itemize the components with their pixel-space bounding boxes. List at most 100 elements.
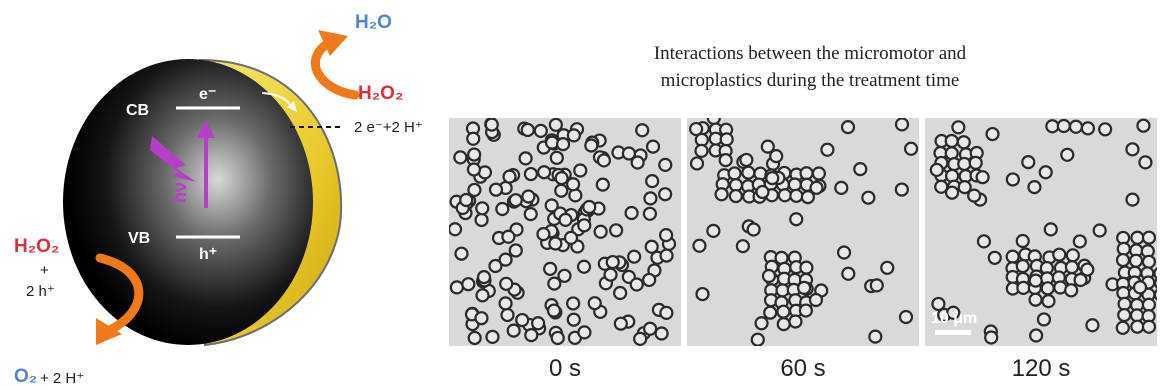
microplastic-bead [750,332,765,346]
microplastic-bead [563,230,579,245]
microplastic-bead [461,277,476,292]
microplastic-bead [692,238,707,253]
microplastic-bead [834,180,849,196]
microplastic-bead [554,183,569,198]
microplastic-bead [755,184,770,200]
light-bolt-icon [150,136,196,182]
microplastic-bead [1068,119,1084,134]
microplastic-bead [633,331,648,346]
microplastic-bead [474,311,489,326]
microplastic-bead [1092,223,1107,238]
microplastic-bead [1036,312,1052,327]
microplastic-bead [1125,142,1140,157]
microplastic-bead [1021,155,1036,170]
cb-label: CB [126,102,150,119]
scale-bar-line [935,330,971,335]
microplastic-bead [1015,233,1030,249]
microplastic-bead [929,162,944,178]
microplastic-bead [498,252,513,267]
microplastic-bead [603,267,618,282]
microplastic-bead [531,316,546,331]
microplastic-bead [582,199,597,215]
microplastic-bead [763,305,778,320]
microplastic-bead [536,165,552,180]
microplastic-bead [576,259,592,274]
microplastic-bead [799,166,814,181]
microplastic-bead [499,276,514,291]
microplastic-bead [946,305,961,320]
microplastic-bead [769,149,784,164]
microplastic-bead [735,239,750,254]
microplastic-bead [508,243,523,258]
microplastic-bead [573,163,588,178]
microplastic-bead [506,323,521,338]
microplastic-bead [629,277,644,292]
microplastic-bead [787,177,802,192]
microplastic-bead [593,224,608,239]
microplastic-bead [1064,283,1079,298]
h2o2-bottom-label: H₂O₂ [14,236,60,257]
microplastic-bead [776,304,791,319]
microplastic-bead [557,268,572,283]
microplastic-bead [515,312,530,328]
microplastic-bead [1132,280,1148,295]
microplastic-bead [577,325,592,340]
hole-label: h⁺ [199,246,218,263]
microplastic-bead [1056,118,1071,134]
microplastic-bead [449,222,463,237]
microplastic-bead [861,190,876,205]
microplastic-bead [466,131,481,146]
microplastic-bead [706,223,721,238]
microplastic-bead [1015,259,1030,274]
microplastic-bead [1080,121,1096,136]
microplastic-bead [984,330,999,345]
microplastic-bead [518,151,533,166]
microplastic-bead [548,236,563,251]
microplastic-bead [1153,277,1157,289]
reduction-equation: 2 e⁻+2 H⁺ [354,119,423,136]
microplastic-bead [475,288,490,303]
microplastic-bead [789,188,804,203]
microplastic-bead [554,171,569,186]
microplastic-bead [957,180,972,195]
microplastic-bead [800,189,815,205]
microplastic-bead [488,182,504,197]
particles-120s [929,118,1157,345]
microscopy-panel-60s [687,118,919,346]
microplastic-bead [1080,262,1095,277]
microplastic-bead [1073,272,1088,288]
microplastic-bead [1130,230,1145,245]
microplastic-bead [508,193,523,208]
microplastic-bead [566,177,581,192]
microplastic-bead [645,174,660,189]
microplastic-bead [1043,222,1058,237]
microplastic-bead [587,296,602,311]
microplastic-bead [1117,307,1132,323]
microplastic-bead [1141,254,1157,269]
microplastic-bead [609,223,624,238]
microplastic-bead [719,132,734,147]
microplastic-bead [1153,288,1157,301]
microplastic-bead [643,321,658,336]
microplastic-bead [584,138,599,153]
bottom-plus: + [40,262,49,279]
microplastic-bead [484,118,499,132]
microplastic-bead [777,188,792,203]
microplastic-bead [976,234,992,249]
microplastic-bead [1085,318,1100,333]
microplastic-bead [894,182,909,197]
microplastic-bead [760,139,775,154]
micromotor-sphere [63,30,360,347]
microplastic-bead [630,155,645,170]
microplastic-bead [797,280,812,295]
microplastic-bead [1141,230,1157,245]
microplastic-bead [449,280,464,295]
microplastic-bead [500,307,515,323]
micromotor-schematic: H₂O H₂O₂ 2 e⁻+2 H⁺ CB e⁻ VB h⁺ hν H₂O₂ +… [0,0,450,390]
microplastic-bead [624,205,639,221]
microplastic-bead [894,118,910,132]
microplastic-bead [1045,119,1060,134]
microplastic-bead [695,286,710,302]
bottom-reaction-arrow [95,253,144,335]
microplastic-bead [761,268,777,284]
